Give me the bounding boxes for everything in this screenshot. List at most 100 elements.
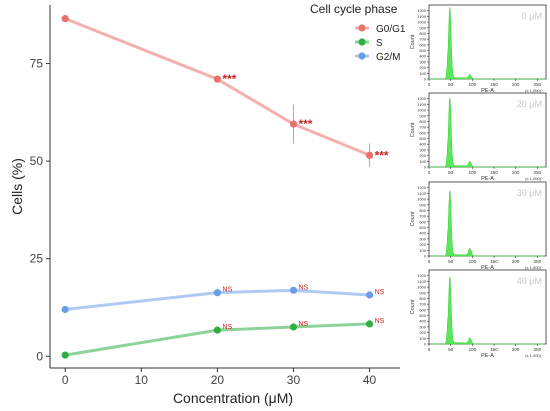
- panel-title: 0 μM: [522, 11, 542, 21]
- hist-y-tick-label: 1200: [417, 96, 427, 101]
- data-point: [289, 286, 298, 294]
- hist-y-tick-label: 600: [419, 42, 426, 47]
- significance-ns: NS: [222, 287, 232, 294]
- hist-y-tick-label: 800: [419, 119, 426, 124]
- hist-y-tick-label: 800: [419, 208, 426, 213]
- hist-y-tick-label: 0: [424, 342, 427, 347]
- significance-stars: ***: [298, 117, 312, 131]
- hist-y-tick-label: 900: [419, 290, 426, 295]
- hist-x-tick-label: 50: [448, 170, 454, 175]
- hist-y-tick-label: 200: [419, 65, 426, 70]
- data-point: [289, 323, 298, 331]
- hist-y-tick-label: 800: [419, 296, 426, 301]
- hist-y-tick-label: 200: [419, 153, 426, 158]
- hist-y-tick-label: 400: [419, 319, 426, 324]
- hist-x-label: PE-A: [481, 353, 494, 359]
- hist-y-tick-label: 1000: [417, 20, 427, 25]
- legend-swatch-dot: [358, 24, 366, 32]
- hist-x-tick-label: 200: [512, 82, 520, 87]
- data-point: [213, 326, 221, 334]
- hist-x-tick-label: 250: [534, 170, 542, 175]
- hist-y-tick-label: 1100: [417, 102, 426, 107]
- data-point: [213, 75, 221, 83]
- significance-ns: NS: [298, 321, 308, 328]
- hist-y-label: Count: [410, 211, 416, 226]
- hist-x-unit: (x 1,000): [525, 88, 541, 93]
- hist-y-tick-label: 500: [419, 313, 426, 318]
- data-point: [365, 291, 374, 299]
- significance-ns: NS: [222, 324, 232, 331]
- hist-y-tick-label: 900: [419, 202, 426, 207]
- hist-y-tick-label: 300: [419, 59, 426, 64]
- hist-x-label: PE-A: [481, 265, 494, 271]
- hist-y-tick-label: 1000: [417, 108, 427, 113]
- hist-y-label: Count: [410, 299, 416, 314]
- hist-x-tick-label: 250: [534, 82, 542, 87]
- significance-stars: ***: [222, 72, 236, 86]
- data-point: [289, 120, 298, 128]
- data-point: [61, 351, 69, 359]
- hist-x-tick-label: 0: [428, 82, 431, 87]
- data-point: [365, 151, 374, 159]
- legend: Cell cycle phase G0/G1 S G2/M: [310, 2, 406, 63]
- hist-y-tick-label: 700: [419, 37, 426, 42]
- legend-swatch-dot: [358, 38, 366, 46]
- hist-y-tick-label: 0: [424, 165, 427, 170]
- series-s: NS NS NS: [61, 318, 385, 359]
- hist-y-tick-label: 100: [419, 248, 426, 253]
- hist-y-tick-label: 700: [419, 125, 426, 130]
- hist-x-tick-label: 150: [490, 347, 498, 352]
- hist-y-tick-label: 1200: [417, 185, 427, 190]
- hist-y-tick-label: 1200: [417, 273, 427, 278]
- hist-y-tick-label: 700: [419, 302, 426, 307]
- data-point: [61, 15, 69, 23]
- hist-x-unit: (x 1,000): [525, 353, 541, 358]
- hist-x-unit: (x 1,000): [525, 176, 541, 181]
- hist-y-tick-label: 400: [419, 231, 426, 236]
- histogram-area: [429, 7, 546, 80]
- hist-x-tick-label: 100: [469, 170, 477, 175]
- hist-y-tick-label: 300: [419, 147, 426, 152]
- hist-y-tick-label: 1200: [417, 8, 427, 13]
- hist-y-tick-label: 600: [419, 307, 426, 312]
- data-point: [213, 289, 221, 297]
- histogram-area: [429, 190, 546, 257]
- hist-x-label: PE-A: [481, 176, 494, 182]
- hist-x-tick-label: 150: [490, 259, 498, 264]
- significance-stars: ***: [375, 148, 389, 162]
- hist-x-tick-label: 50: [448, 259, 454, 264]
- histogram-panels: 0100200300400500600700800900100011001200…: [410, 4, 547, 359]
- hist-y-tick-label: 900: [419, 25, 426, 30]
- hist-x-label: PE-A: [481, 88, 494, 94]
- histogram-panel: 0100200300400500600700800900100011001200…: [410, 269, 547, 359]
- hist-x-tick-label: 250: [534, 259, 542, 264]
- hist-y-tick-label: 0: [424, 254, 427, 259]
- histogram-area: [429, 276, 546, 345]
- hist-y-tick-label: 300: [419, 324, 426, 329]
- histogram-panel: 0100200300400500600700800900100011001200…: [410, 4, 547, 94]
- hist-x-tick-label: 200: [512, 347, 520, 352]
- legend-swatch-dot: [358, 52, 366, 60]
- hist-x-tick-label: 0: [428, 347, 431, 352]
- hist-x-tick-label: 0: [428, 259, 431, 264]
- panel-title: 30 μM: [517, 188, 542, 198]
- y-tick-label: 50: [30, 154, 44, 168]
- legend-item: S: [355, 38, 383, 49]
- hist-y-tick-label: 1100: [417, 279, 426, 284]
- hist-y-tick-label: 700: [419, 214, 426, 219]
- hist-y-tick-label: 800: [419, 31, 426, 36]
- panel-title: 40 μM: [517, 276, 542, 286]
- hist-y-tick-label: 300: [419, 236, 426, 241]
- hist-x-tick-label: 50: [448, 82, 454, 87]
- histogram-area: [429, 97, 546, 168]
- histogram-panel: 0100200300400500600700800900100011001200…: [410, 92, 547, 182]
- x-tick-label: 40: [363, 373, 377, 387]
- hist-y-tick-label: 200: [419, 330, 426, 335]
- hist-y-tick-label: 1000: [417, 197, 427, 202]
- series-line: [64, 322, 370, 357]
- hist-x-tick-label: 150: [490, 82, 498, 87]
- legend-item: G0/G1: [355, 24, 406, 35]
- y-tick-label: 25: [30, 252, 44, 266]
- hist-x-tick-label: 200: [512, 170, 520, 175]
- y-axis-label: Cells (%): [9, 158, 25, 215]
